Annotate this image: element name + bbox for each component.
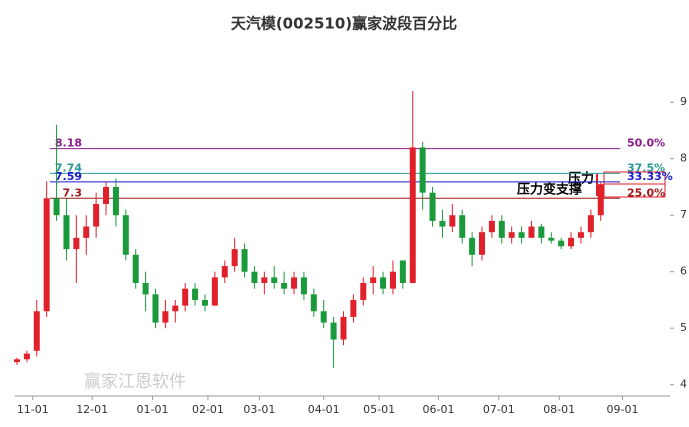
x-tick-label: 07-01 bbox=[483, 403, 515, 416]
candle-body bbox=[73, 237, 80, 250]
level-pct: 33.33% bbox=[627, 170, 673, 183]
candle-body bbox=[43, 198, 50, 312]
candle-body bbox=[142, 283, 149, 295]
annotation: 压力变支撑 bbox=[517, 182, 582, 198]
level-label: 7.59 bbox=[55, 170, 82, 183]
y-tick-label: 4 bbox=[680, 378, 687, 391]
candle-body bbox=[419, 147, 426, 193]
candle-body bbox=[112, 186, 119, 216]
level-label: 7.74 bbox=[55, 161, 82, 174]
candle-body bbox=[409, 147, 416, 284]
candle-body bbox=[508, 232, 515, 238]
candle-body bbox=[103, 186, 110, 204]
candle-body bbox=[330, 322, 337, 340]
y-tick-label: 8 bbox=[680, 152, 687, 165]
candle-body bbox=[132, 254, 139, 284]
box bbox=[603, 183, 666, 198]
candle-body bbox=[380, 277, 387, 289]
level-label: 8.18 bbox=[55, 137, 82, 150]
x-tick-label: 03-01 bbox=[243, 403, 275, 416]
candle-body bbox=[469, 237, 476, 255]
candle-body bbox=[122, 215, 129, 255]
candle-body bbox=[459, 215, 466, 238]
candle-body bbox=[439, 220, 446, 227]
level-pct: 37.5% bbox=[627, 161, 665, 174]
candle-body bbox=[63, 215, 70, 250]
candle-body bbox=[221, 266, 228, 278]
watermark: 赢家江恩软件 bbox=[84, 372, 186, 392]
x-tick-label: 11-01 bbox=[17, 403, 49, 416]
x-tick-label: 02-01 bbox=[192, 403, 224, 416]
candle-body bbox=[320, 311, 327, 323]
x-tick-label: 05-01 bbox=[363, 403, 395, 416]
candle-body bbox=[271, 277, 278, 284]
candle-body bbox=[231, 249, 238, 267]
y-tick-label: 5 bbox=[680, 321, 687, 334]
candle-body bbox=[449, 215, 456, 227]
x-tick-label: 06-01 bbox=[422, 403, 454, 416]
candle-body bbox=[587, 215, 594, 233]
candle-body bbox=[389, 271, 396, 289]
candle-body bbox=[291, 277, 298, 289]
x-tick-label: 09-01 bbox=[607, 403, 639, 416]
candle-body bbox=[201, 299, 208, 306]
candle-body bbox=[300, 277, 307, 295]
candle-body bbox=[33, 311, 40, 351]
chart-title: 天汽模(002510)赢家波段百分比 bbox=[231, 15, 457, 33]
x-tick-label: 04-01 bbox=[308, 403, 340, 416]
candle-body bbox=[528, 226, 535, 238]
candle-body bbox=[568, 237, 575, 247]
candle-body bbox=[597, 184, 604, 216]
candle-body bbox=[340, 316, 347, 340]
candle-body bbox=[350, 299, 357, 317]
y-tick-label: 7 bbox=[680, 208, 687, 221]
candle-body bbox=[13, 359, 20, 363]
candle-body bbox=[518, 232, 525, 238]
candle-body bbox=[93, 203, 100, 227]
candle-body bbox=[577, 232, 584, 238]
level-pct: 25.0% bbox=[627, 186, 665, 199]
candle-body bbox=[23, 353, 30, 360]
candle-body bbox=[399, 260, 406, 284]
annotation: 压力 bbox=[568, 171, 594, 187]
candle-body bbox=[211, 277, 218, 306]
candle-body bbox=[360, 283, 367, 300]
x-tick-label: 12-01 bbox=[76, 403, 108, 416]
candle-body bbox=[310, 294, 317, 312]
candle-body bbox=[538, 226, 545, 238]
level-label: 7.3 bbox=[63, 186, 83, 199]
candle-body bbox=[429, 192, 436, 221]
candle-body bbox=[192, 288, 199, 300]
y-tick-label: 9 bbox=[680, 95, 687, 108]
candle-body bbox=[83, 226, 90, 238]
candle-body bbox=[281, 283, 288, 289]
candle-body bbox=[558, 240, 565, 247]
level-pct: 50.0% bbox=[627, 137, 665, 150]
candle-body bbox=[162, 311, 169, 323]
candle-body bbox=[479, 232, 486, 255]
candle-body bbox=[172, 305, 179, 312]
x-tick-label: 08-01 bbox=[543, 403, 575, 416]
candle-body bbox=[182, 288, 189, 306]
candle-body bbox=[251, 271, 258, 284]
x-tick-label: 01-01 bbox=[137, 403, 169, 416]
candle-body bbox=[152, 294, 159, 323]
candle-body bbox=[261, 277, 268, 284]
y-tick-label: 6 bbox=[680, 265, 687, 278]
candle-body bbox=[370, 277, 377, 284]
candle-body bbox=[488, 220, 495, 233]
candle-body bbox=[241, 249, 248, 272]
candle-body bbox=[498, 220, 505, 238]
candle-body bbox=[548, 237, 555, 241]
candle-body bbox=[53, 198, 60, 216]
